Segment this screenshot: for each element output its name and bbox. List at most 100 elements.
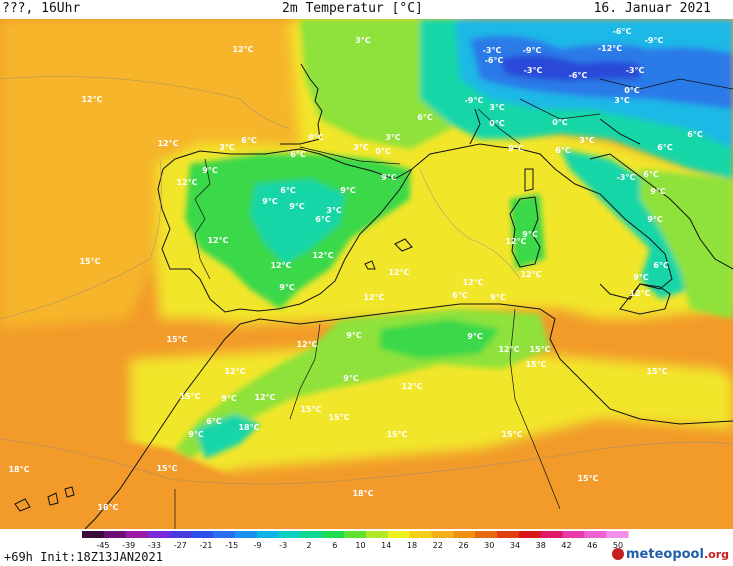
temperature-label: 6°C: [241, 136, 257, 145]
temperature-label: 6°C: [452, 291, 468, 300]
temperature-label: 6°C: [653, 261, 669, 270]
legend-tick-label: -15: [225, 541, 238, 549]
legend-tick-label: 14: [381, 541, 391, 549]
temperature-label: 9°C: [308, 133, 324, 142]
location-label: ???, 16Uhr: [2, 1, 81, 16]
temperature-label: 9°C: [522, 230, 538, 239]
temperature-label: 12°C: [520, 270, 541, 279]
temperature-label: 12°C: [629, 289, 650, 298]
legend-tick-label: -9: [254, 541, 262, 549]
temperature-label: 3°C: [353, 143, 369, 152]
temperature-label: 6°C: [687, 130, 703, 139]
coastline-corsica-sardinia: [509, 168, 541, 268]
run-info: +69h Init:18Z13JAN2021: [4, 550, 163, 564]
temperature-label: 12°C: [157, 139, 178, 148]
teal-zone-iberia: [250, 179, 345, 264]
temperature-label: 6°C: [417, 113, 433, 122]
border-alps: [477, 78, 733, 145]
coastlines: [14, 63, 733, 529]
date-label: 16. Januar 2021: [593, 1, 711, 16]
temperature-label: 12°C: [232, 45, 253, 54]
legend-swatch: [169, 531, 192, 538]
legend-tick-label: 30: [484, 541, 494, 549]
temperature-label: 9°C: [202, 166, 218, 175]
legend-tick-label: 42: [561, 541, 571, 549]
temperature-label: 15°C: [525, 360, 546, 369]
temperature-label: 9°C: [633, 273, 649, 282]
temperature-label: 9°C: [262, 197, 278, 206]
isotherm-3: [0, 438, 733, 485]
border-algeria-tunisia: [509, 308, 561, 510]
legend-tick-label: 10: [355, 541, 365, 549]
logo-suffix: .org: [703, 548, 729, 561]
temperature-label: 18°C: [238, 423, 259, 432]
logo-icon: [612, 548, 624, 560]
temperature-label: 9°C: [381, 173, 397, 182]
temperature-label: 3°C: [489, 103, 505, 112]
legend-swatch: [103, 531, 127, 538]
legend-swatch: [278, 531, 301, 538]
legend-swatch: [365, 531, 389, 538]
legend-swatch: [606, 531, 629, 538]
legend-tick-label: -21: [199, 541, 212, 549]
teal-zone-atlas: [380, 319, 500, 359]
temperature-label: 3°C: [614, 96, 630, 105]
legend-bar: [82, 531, 629, 538]
legend-swatch: [431, 531, 454, 538]
legend-tick-label: 38: [536, 541, 546, 549]
temperature-label: 18°C: [97, 503, 118, 512]
coastline-morocco-atlantic: [84, 323, 241, 529]
temperature-label: 9°C: [647, 215, 663, 224]
temperature-label: 12°C: [498, 345, 519, 354]
coastline-france-west: [280, 63, 323, 145]
temperature-label: 15°C: [646, 367, 667, 376]
legend-swatch: [387, 531, 411, 538]
temperature-label: 9°C: [343, 374, 359, 383]
meteopool-logo[interactable]: meteopool.org: [612, 547, 729, 562]
temperature-label: -3°C: [483, 46, 502, 55]
legend-swatch: [475, 531, 498, 538]
temperature-label: 3°C: [385, 133, 401, 142]
temperature-label: 9°C: [289, 202, 305, 211]
legend-tick-label: 50: [613, 541, 623, 549]
map-footer: -45 -39 -33 -27 -21 -15 -9 -3 2 6 10 14 18 22 26 30 34 38…: [0, 529, 733, 566]
green-zone-sardinia: [510, 194, 545, 269]
legend-swatch: [540, 531, 563, 538]
temperature-label: 9°C: [508, 144, 524, 153]
temperature-label: 0°C: [552, 118, 568, 127]
legend-swatch: [300, 531, 323, 538]
coastline-adriatic: [589, 118, 733, 270]
legend-swatch: [125, 531, 149, 538]
temperature-label: 15°C: [577, 474, 598, 483]
temperature-label: 9°C: [346, 331, 362, 340]
teal-zone-italy: [560, 149, 700, 299]
legend-swatch: [584, 531, 607, 538]
isotherms: [0, 76, 733, 485]
temperature-label: 6°C: [555, 146, 571, 155]
temperature-label: 3°C: [326, 206, 342, 215]
temperature-label: 9°C: [279, 283, 295, 292]
temperature-label: 12°C: [388, 268, 409, 277]
temperature-label: 9°C: [340, 186, 356, 195]
temperature-label: -6°C: [613, 27, 632, 36]
legend-tick-label: 46: [587, 541, 597, 549]
map-header: ???, 16Uhr 2m Temperatur [°C] 16. Januar…: [0, 0, 733, 19]
temperature-label: 15°C: [156, 464, 177, 473]
green-zone-high-atlas: [195, 414, 260, 459]
temperature-label: 0°C: [489, 119, 505, 128]
legend-swatch: [234, 531, 258, 538]
temperature-label: 6°C: [657, 143, 673, 152]
temperature-label: 12°C: [401, 382, 422, 391]
temperature-label: 12°C: [312, 251, 333, 260]
temperature-label: 12°C: [81, 95, 102, 104]
temperature-label: 18°C: [352, 489, 373, 498]
temperature-label: 12°C: [224, 367, 245, 376]
temperature-label: 15°C: [300, 405, 321, 414]
temperature-label: 6°C: [315, 215, 331, 224]
temperature-label: 3°C: [579, 136, 595, 145]
border-pyrenees: [299, 146, 401, 165]
temperature-label: 12°C: [270, 261, 291, 270]
temperature-label: 12°C: [462, 278, 483, 287]
temperature-label: -6°C: [569, 71, 588, 80]
